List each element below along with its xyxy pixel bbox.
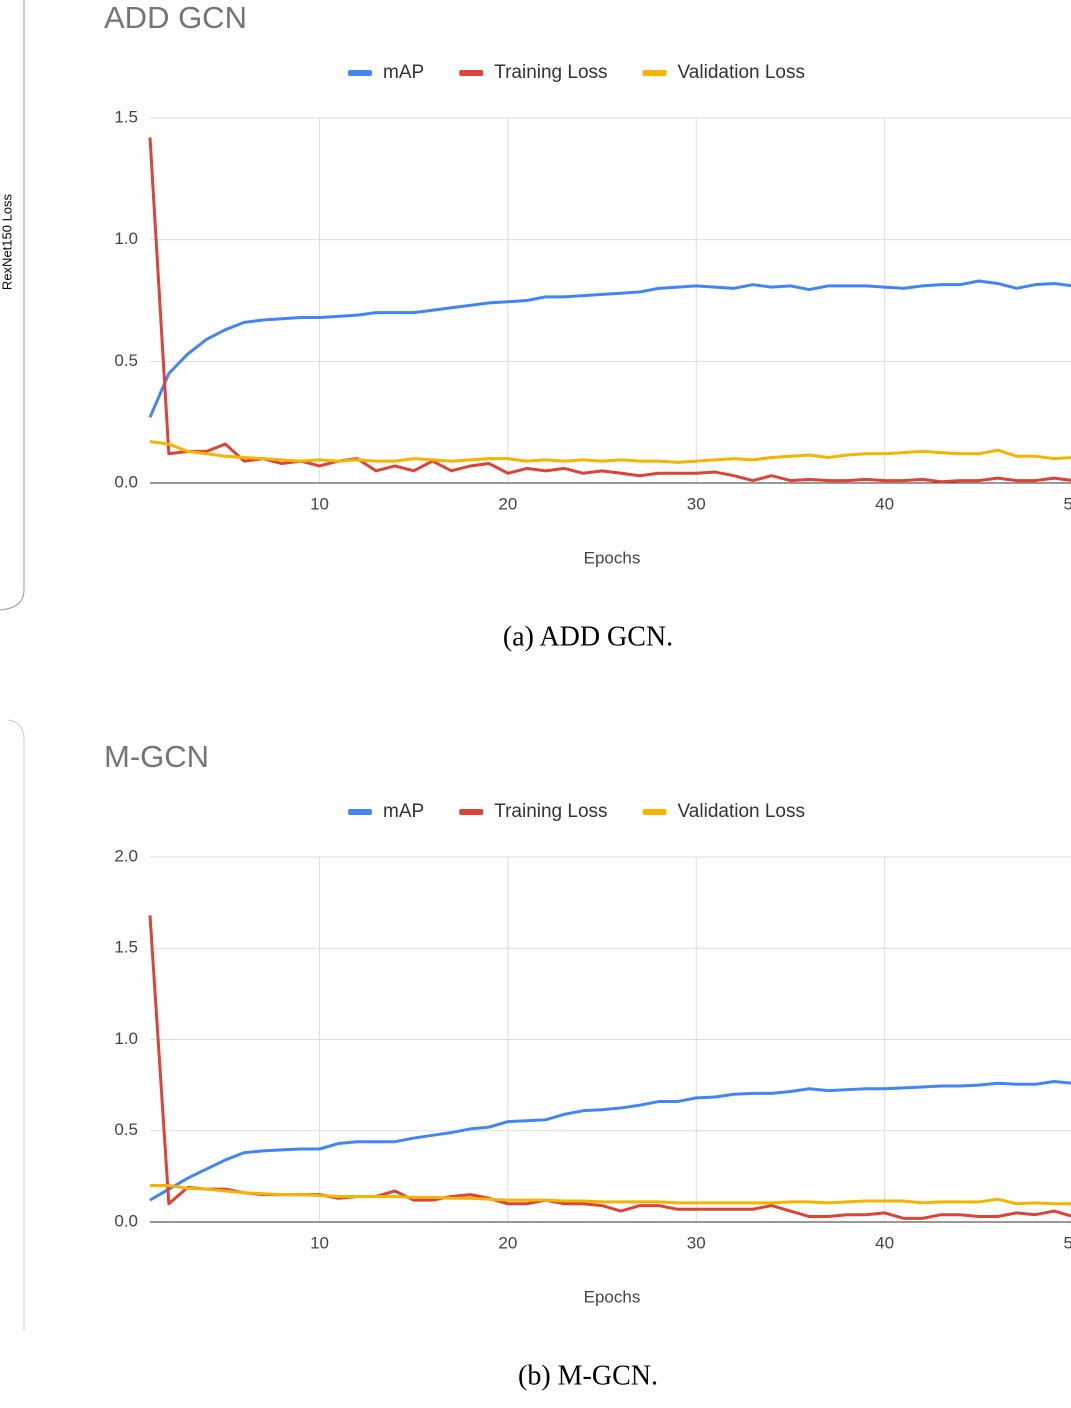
x-tick-label: 50 [1064,494,1071,513]
caption: (b) M-GCN. [518,1360,658,1391]
x-tick-label: 30 [687,494,706,513]
x-tick-label: 30 [687,1233,706,1252]
x-tick-label: 50 [1064,1233,1071,1252]
legend-swatch [459,70,484,76]
y-tick-label: 1.0 [114,229,138,248]
y-tick-label: 1.0 [114,1029,138,1048]
legend-swatch [642,809,667,815]
x-axis-label: Epochs [584,548,641,567]
y-tick-label: 1.5 [114,938,138,957]
data-line [148,137,1071,484]
frame-fragment [0,0,25,611]
legend-label: Validation Loss [678,62,805,83]
x-tick-label: 20 [498,1233,517,1252]
legend-label: Training Loss [494,801,607,822]
legend-label: Validation Loss [678,801,805,822]
legend-swatch [348,70,372,76]
legend-label: mAP [383,62,424,83]
y-tick-label: 0.0 [114,1211,138,1230]
data-line [148,915,1071,1220]
data-line [148,279,1071,418]
data-line [149,1079,1071,1202]
y-tick-label: 1.5 [114,107,138,126]
chart-title: M-GCN [104,739,209,774]
caption: (a) ADD GCN. [503,621,673,652]
side-label: RexNet150 Loss [0,193,14,290]
y-tick-label: 2.0 [114,846,138,865]
y-tick-label: 0.0 [114,472,138,491]
frame-fragment [7,719,25,1330]
x-tick-label: 20 [498,494,517,513]
legend-swatch [348,809,372,815]
legend-label: mAP [383,801,424,822]
x-tick-label: 40 [875,1233,894,1252]
legend-swatch [459,809,484,815]
y-tick-label: 0.5 [114,351,138,370]
y-tick-label: 0.5 [114,1120,138,1139]
x-tick-label: 40 [875,494,894,513]
legend-label: Training Loss [494,62,607,83]
data-line [149,440,1071,464]
data-line [150,1184,1071,1206]
legend-swatch [642,70,667,76]
x-tick-label: 10 [310,494,329,513]
x-axis-label: Epochs [584,1287,641,1306]
x-tick-label: 10 [310,1233,329,1252]
chart-title: ADD GCN [104,0,247,35]
